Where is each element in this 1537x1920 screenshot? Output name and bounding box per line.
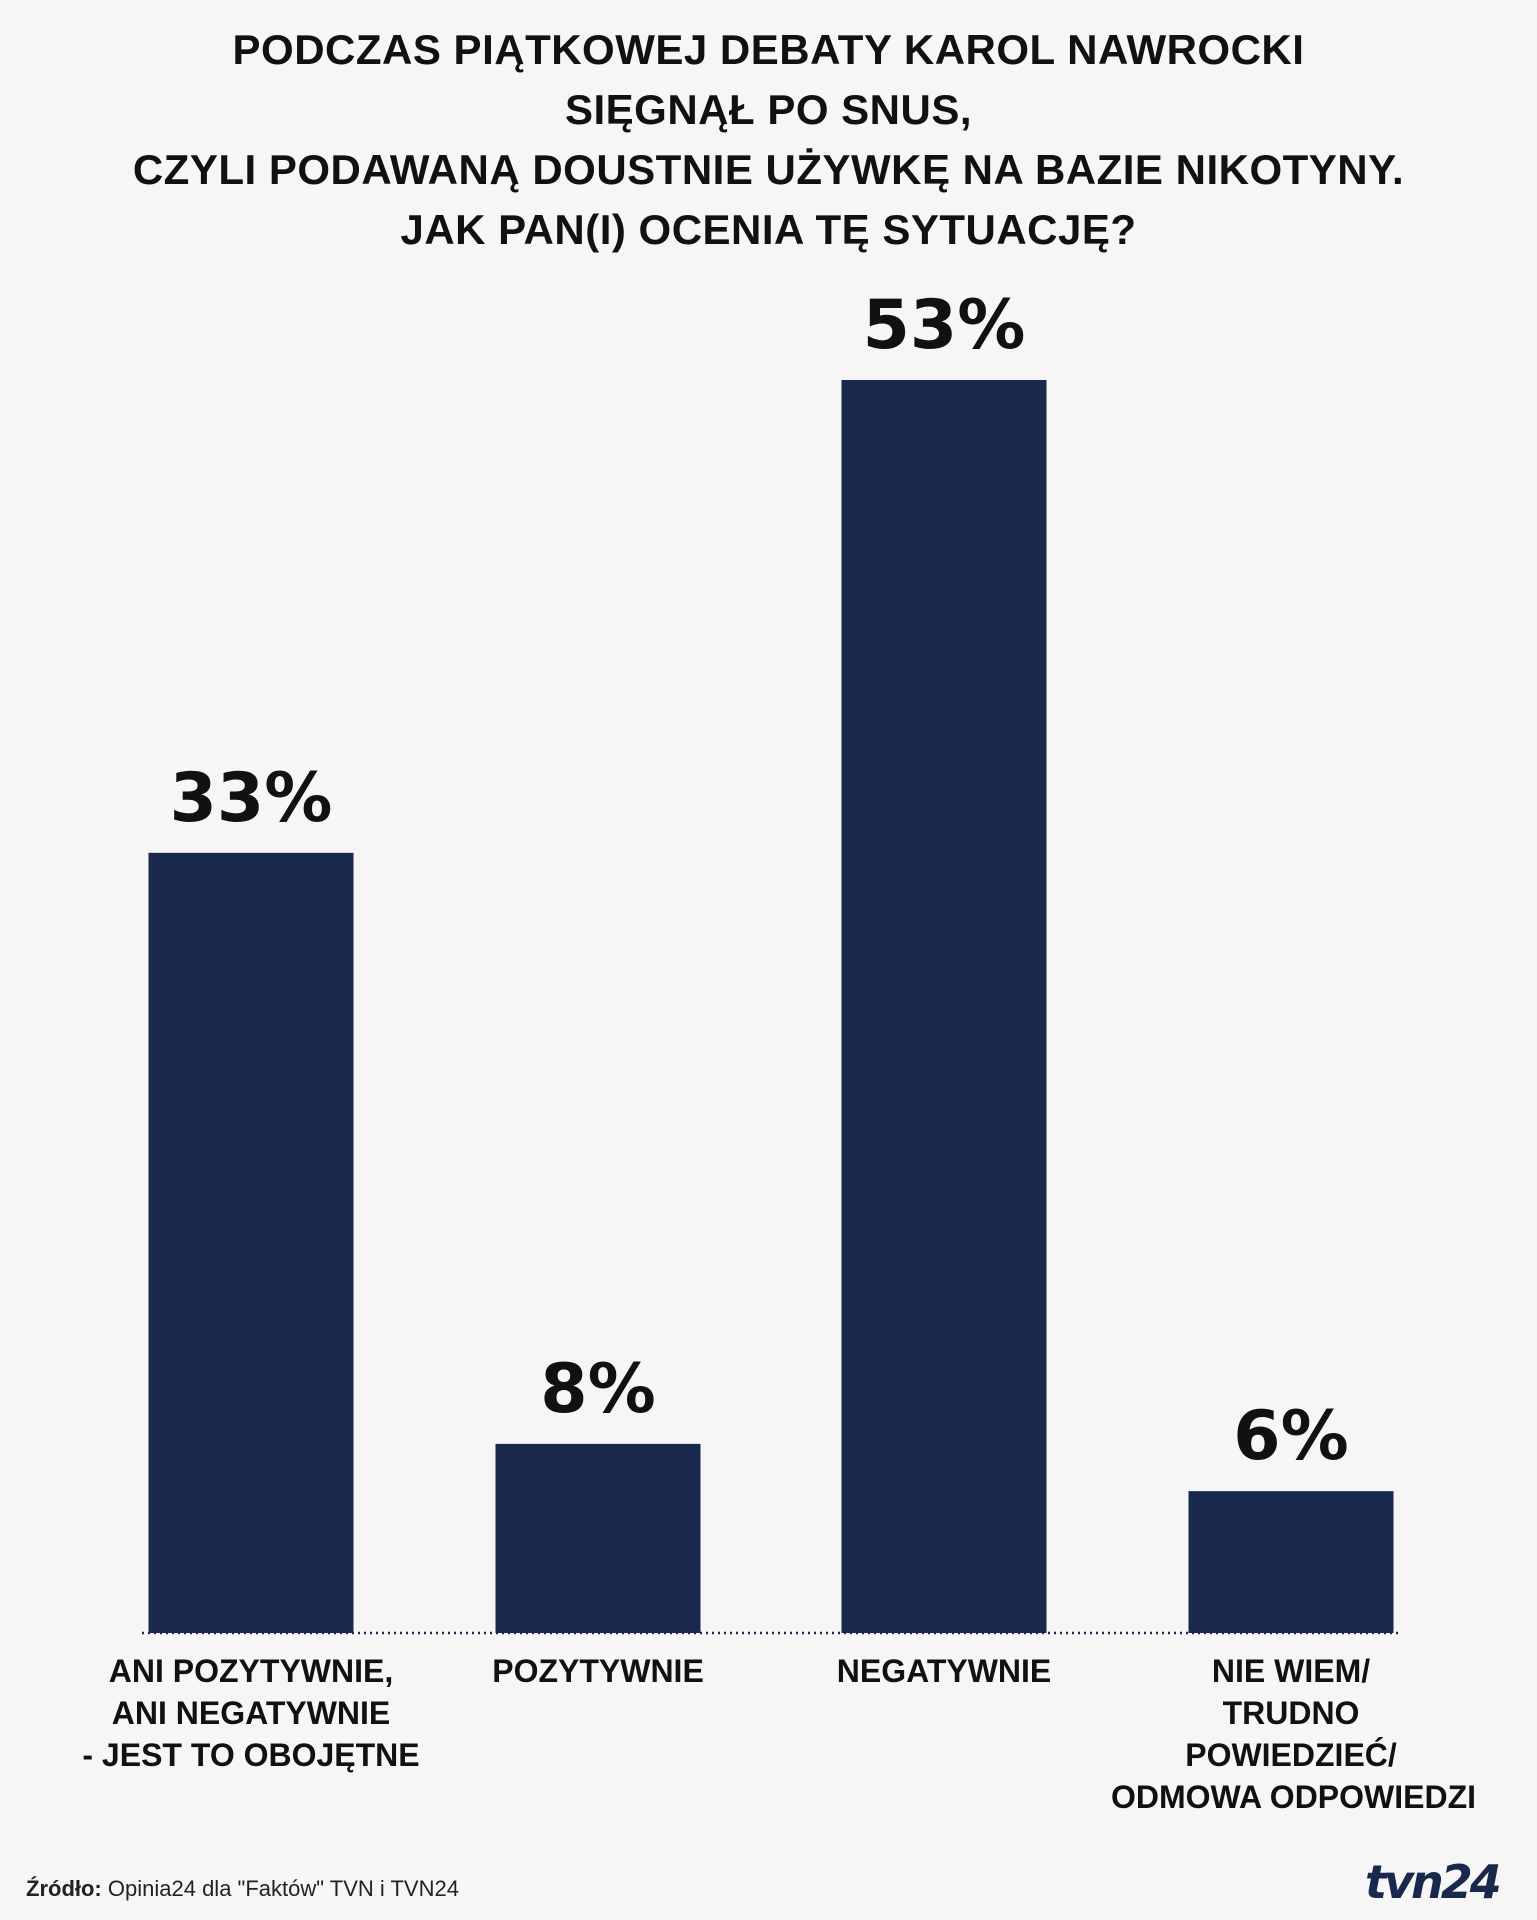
category-label-line: ANI NEGATYWNIE: [111, 1695, 391, 1731]
logo-text: tvn24: [1365, 1855, 1500, 1909]
title-line-3: CZYLI PODAWANĄ DOUSTNIE UŻYWKĘ NA BAZIE …: [132, 146, 1405, 193]
title-line-4: JAK PAN(I) OCENIA TĘ SYTUACJĘ?: [400, 206, 1137, 253]
category-label-line: ANI POZYTYWNIE,: [108, 1653, 394, 1689]
bar-value-label-3: 53%: [863, 286, 1026, 365]
category-label-4: NIE WIEM/TRUDNO POWIEDZIEĆ/ODMOWA ODPOWIE…: [1111, 1650, 1477, 1818]
category-label-line: NIE WIEM/: [1211, 1653, 1371, 1689]
category-label-line: NEGATYWNIE: [836, 1653, 1052, 1689]
category-label-line: TRUDNO: [1222, 1695, 1360, 1731]
category-label-line: POZYTYWNIE: [492, 1653, 704, 1689]
bar-value-label-2: 8%: [540, 1350, 655, 1429]
category-label-1: ANI POZYTYWNIE, ANI NEGATYWNIE - JEST TO O…: [71, 1650, 431, 1776]
category-label-line: POWIEDZIEĆ/: [1185, 1737, 1397, 1773]
source-label: Źródło:: [26, 1876, 102, 1901]
bar-value-label-4: 6%: [1233, 1397, 1348, 1476]
bar-value-label-1: 33%: [170, 759, 333, 838]
category-label-line: - JEST TO OBOJĘTNE: [82, 1737, 420, 1773]
bar-1: [148, 852, 354, 1633]
category-label-line: ODMOWA ODPOWIEDZI: [1111, 1779, 1477, 1815]
category-label-2: POZYTYWNIE: [418, 1650, 778, 1692]
title-line-2: SIĘGNĄŁ PO SNUS,: [564, 86, 973, 133]
category-label-3: NEGATYWNIE: [764, 1650, 1124, 1692]
source-note: Źródło: Opinia24 dla "Faktów" TVN i TVN2…: [26, 1876, 459, 1902]
source-text: Opinia24 dla "Faktów" TVN i TVN24: [107, 1876, 459, 1901]
bar-2: [495, 1443, 701, 1633]
title-line-1: PODCZAS PIĄTKOWEJ DEBATY KAROL NAWROCKI: [232, 26, 1305, 73]
bar-3: [841, 380, 1047, 1633]
bar-4: [1188, 1491, 1394, 1633]
chart-title: PODCZAS PIĄTKOWEJ DEBATY KAROL NAWROCKI …: [0, 20, 1537, 260]
bars-layer: 33% 8% 53% 6%: [148, 286, 1394, 1633]
tvn24-logo: tvn24: [1365, 1855, 1503, 1909]
